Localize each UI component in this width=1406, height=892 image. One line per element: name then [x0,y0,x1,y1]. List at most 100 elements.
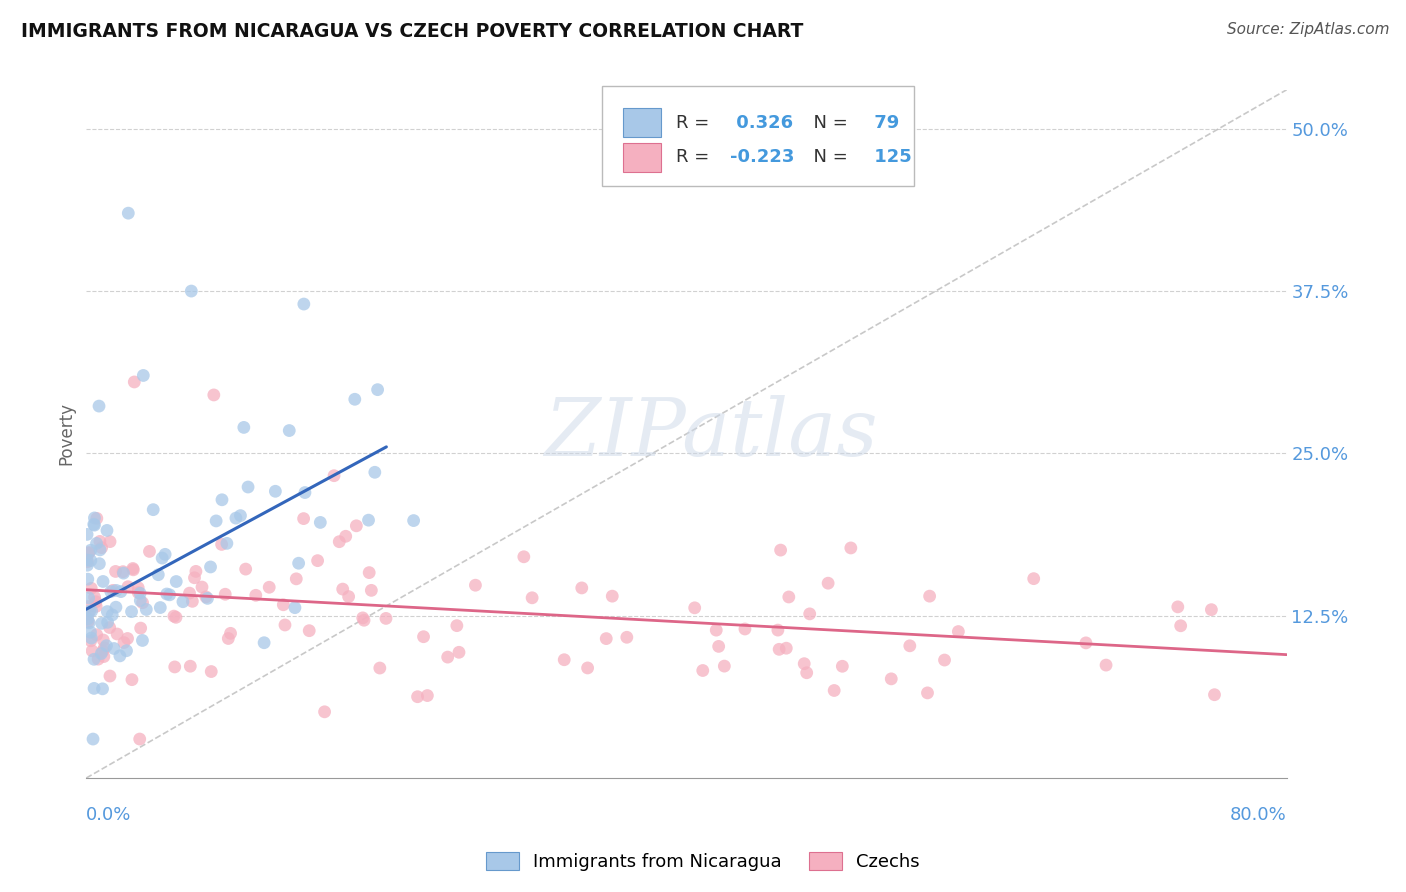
Point [163,660,186,674]
Text: IMMIGRANTS FROM NICARAGUA VS CZECH POVERTY CORRELATION CHART: IMMIGRANTS FROM NICARAGUA VS CZECH POVER… [21,22,803,41]
Point [1204,688,1226,702]
Point [917,686,939,700]
Point [111,565,134,579]
Point [328,534,350,549]
Point [159,588,181,602]
Point [117,206,139,220]
Point [97,615,120,630]
Point [122,563,145,577]
Point [796,665,818,680]
Point [287,556,309,570]
Point [129,593,152,607]
Point [76,553,98,567]
Point [77,615,100,630]
Point [83,517,105,532]
Point [412,630,434,644]
Bar [623,143,661,171]
Point [202,388,225,402]
Point [96,605,118,619]
Text: N =: N = [801,114,853,132]
Point [149,600,172,615]
Point [80,633,103,648]
Point [93,640,115,655]
Point [112,566,135,581]
Point [80,582,103,596]
Point [274,618,297,632]
Point [229,508,252,523]
Point [83,518,105,533]
Point [77,546,100,560]
Point [82,732,104,747]
Point [236,480,259,494]
Point [368,661,391,675]
Point [127,585,149,599]
Point [83,652,105,666]
Point [367,383,389,397]
Point [180,284,202,298]
Point [898,639,921,653]
Point [179,659,201,673]
Point [446,618,468,632]
Point [360,583,382,598]
Point [76,599,98,614]
Point [616,630,638,644]
Point [197,591,219,606]
Point [98,669,121,683]
Point [121,673,143,687]
Point [77,615,100,629]
Point [194,590,217,604]
Point [464,578,486,592]
Point [364,465,387,479]
Point [1022,572,1045,586]
Point [934,653,956,667]
Point [172,595,194,609]
Point [129,586,152,600]
Point [948,624,970,639]
Point [571,581,593,595]
FancyBboxPatch shape [602,87,914,186]
Point [127,581,149,595]
Point [335,529,357,543]
Point [225,511,247,525]
Point [211,537,233,551]
Point [713,659,735,673]
Point [131,596,153,610]
Point [191,580,214,594]
Point [294,485,316,500]
Point [257,580,280,594]
Point [104,565,127,579]
Point [103,641,125,656]
Point [323,468,346,483]
Point [80,604,103,618]
Point [436,650,458,665]
Point [353,613,375,627]
Point [117,580,139,594]
Point [84,599,107,614]
Point [77,545,100,559]
Text: -0.223: -0.223 [730,148,794,166]
Point [359,566,381,580]
Point [135,602,157,616]
Point [918,589,941,603]
Legend: Immigrants from Nicaragua, Czechs: Immigrants from Nicaragua, Czechs [479,846,927,879]
Point [215,536,238,550]
Point [823,683,845,698]
Point [181,594,204,608]
Point [183,571,205,585]
Point [769,543,792,558]
Point [273,598,295,612]
Text: 0.326: 0.326 [730,114,793,132]
Point [799,607,821,621]
Point [292,511,315,525]
Point [298,624,321,638]
Point [344,518,367,533]
Point [284,600,307,615]
Point [76,612,98,626]
Point [217,632,239,646]
Text: 80.0%: 80.0% [1230,805,1286,823]
Text: 0.0%: 0.0% [86,805,132,823]
Point [128,732,150,747]
Point [253,636,276,650]
Point [79,625,101,640]
Point [129,621,152,635]
